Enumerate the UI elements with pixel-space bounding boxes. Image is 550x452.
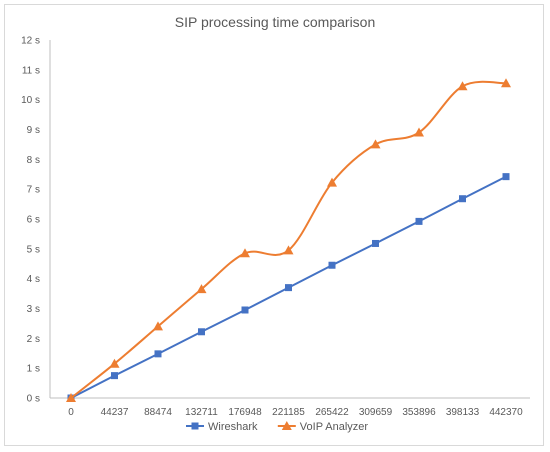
y-tick-label: 3 s bbox=[27, 304, 40, 315]
data-point-triangle bbox=[281, 421, 292, 430]
data-point-square bbox=[459, 195, 466, 203]
data-point-triangle bbox=[153, 321, 163, 331]
series-layer bbox=[66, 78, 511, 402]
data-point-square bbox=[154, 350, 162, 358]
x-tick-label: 265422 bbox=[315, 407, 349, 418]
y-tick-label: 7 s bbox=[27, 185, 40, 196]
y-tick-label: 10 s bbox=[21, 95, 40, 106]
chart-frame bbox=[4, 4, 544, 446]
x-tick-label: 221185 bbox=[272, 407, 305, 418]
y-tick-label: 9 s bbox=[27, 125, 40, 136]
x-tick-label: 176948 bbox=[228, 407, 262, 418]
series-voip-analyzer bbox=[66, 78, 511, 402]
series-wireshark bbox=[67, 173, 510, 402]
data-point-triangle bbox=[196, 284, 207, 294]
y-tick-label: 11 s bbox=[22, 65, 40, 76]
x-tick-label: 309659 bbox=[359, 407, 393, 418]
legend-item: Wireshark bbox=[186, 421, 258, 433]
data-point-square bbox=[198, 328, 205, 336]
x-tick-label: 353896 bbox=[402, 407, 436, 418]
data-point-square bbox=[328, 261, 336, 269]
data-point-triangle bbox=[370, 139, 381, 149]
x-tick-label: 88474 bbox=[144, 407, 172, 418]
data-point-square bbox=[502, 173, 510, 181]
data-point-square bbox=[191, 422, 199, 430]
y-tick-label: 0 s bbox=[27, 394, 40, 405]
legend-label: Wireshark bbox=[208, 421, 258, 433]
y-tick-label: 6 s bbox=[27, 215, 40, 226]
chart-title: SIP processing time comparison bbox=[174, 14, 376, 30]
x-tick-label: 442370 bbox=[489, 407, 523, 418]
legend-label: VoIP Analyzer bbox=[300, 421, 369, 433]
data-point-square bbox=[285, 284, 292, 292]
data-point-square bbox=[111, 372, 118, 380]
y-tick-label: 5 s bbox=[27, 244, 40, 255]
data-point-triangle bbox=[240, 248, 250, 258]
legend: Wireshark VoIP Analyzer bbox=[186, 421, 368, 433]
legend-item: VoIP Analyzer bbox=[277, 421, 369, 433]
y-axis-labels: 0 s 1 s 2 s 3 s 4 s 5 s 6 s 7 s 8 s 9 s 10 s 11 s 12… bbox=[21, 36, 40, 405]
series-line bbox=[70, 80, 507, 399]
y-tick-label: 1 s bbox=[27, 364, 40, 375]
data-point-triangle bbox=[283, 245, 294, 255]
data-point-triangle bbox=[109, 358, 120, 368]
x-tick-label: 44237 bbox=[101, 407, 129, 418]
data-point-triangle bbox=[457, 81, 468, 91]
data-point-square bbox=[415, 217, 423, 225]
axes bbox=[49, 40, 530, 399]
y-tick-label: 4 s bbox=[27, 274, 40, 285]
data-point-triangle bbox=[414, 127, 424, 137]
y-tick-label: 12 s bbox=[21, 36, 40, 47]
x-tick-label: 398133 bbox=[446, 407, 480, 418]
data-point-square bbox=[372, 239, 379, 247]
x-tick-label: 132711 bbox=[185, 407, 218, 418]
data-point-triangle bbox=[501, 78, 511, 88]
y-tick-label: 2 s bbox=[27, 334, 40, 345]
x-axis-labels: 0 44237 88474 132711 176948 221185 265422 30965… bbox=[68, 407, 523, 418]
x-tick-label: 0 bbox=[68, 407, 74, 418]
y-tick-label: 8 s bbox=[27, 155, 40, 166]
data-point-triangle bbox=[66, 393, 76, 402]
data-point-square bbox=[241, 306, 249, 314]
data-point-triangle bbox=[327, 177, 337, 187]
